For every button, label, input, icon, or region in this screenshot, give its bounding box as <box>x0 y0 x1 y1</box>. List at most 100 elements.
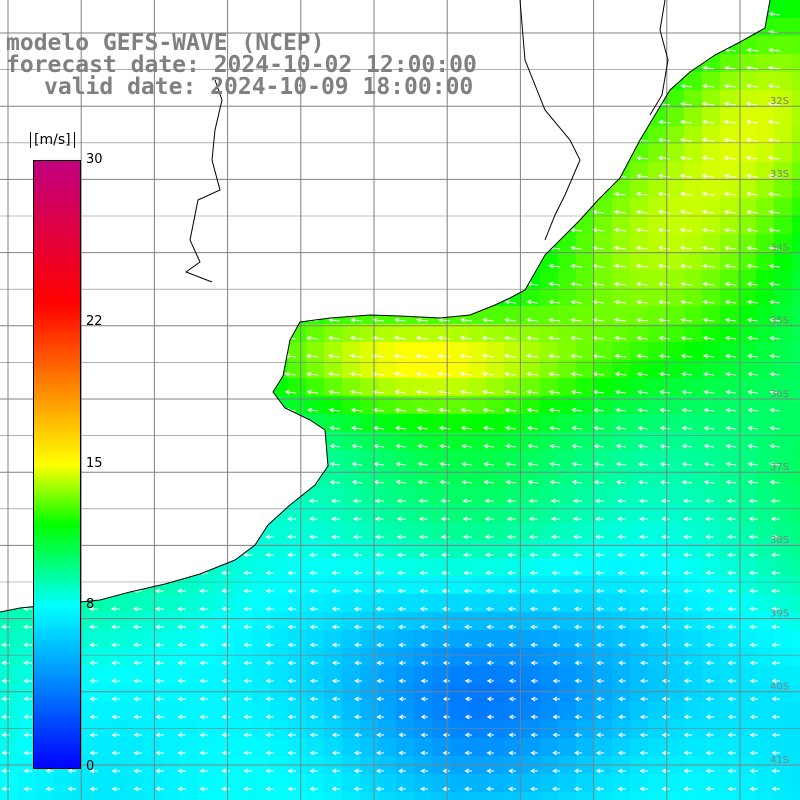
wind-arrow <box>486 768 495 774</box>
wind-cell <box>144 774 163 793</box>
wind-arrow <box>705 606 715 612</box>
wind-arrow <box>309 678 319 684</box>
wind-cell <box>720 432 739 451</box>
wind-arrow <box>394 425 407 431</box>
wind-cell <box>522 540 541 559</box>
wind-cell <box>576 720 595 739</box>
wind-cell <box>306 648 325 667</box>
wind-cell <box>486 486 505 505</box>
wind-arrow <box>680 353 693 359</box>
wind-cell <box>594 720 613 739</box>
wind-cell <box>342 522 361 541</box>
wind-arrow <box>483 461 495 467</box>
wind-arrow <box>749 696 759 702</box>
wind-arrow <box>618 696 627 702</box>
wind-cell <box>342 576 361 595</box>
wind-cell <box>738 162 757 181</box>
wind-cell <box>666 90 685 109</box>
wind-arrow <box>111 786 121 792</box>
wind-cell <box>468 558 487 577</box>
wind-cell <box>252 612 271 631</box>
wind-arrow <box>703 407 715 413</box>
wind-arrow <box>306 407 319 413</box>
wind-cell <box>774 450 793 469</box>
wind-arrow <box>459 353 473 359</box>
wind-cell <box>594 612 613 631</box>
wind-cell <box>738 288 757 307</box>
wind-cell <box>396 648 415 667</box>
wind-arrow <box>530 696 539 702</box>
wind-arrow <box>89 696 99 702</box>
wind-cell <box>756 648 775 667</box>
wind-arrow <box>177 696 187 702</box>
wind-cell <box>360 432 379 451</box>
wind-arrow <box>376 678 385 684</box>
wind-arrow <box>398 660 407 666</box>
wind-cell <box>342 702 361 721</box>
wind-cell <box>612 216 631 235</box>
wind-arrow <box>89 642 99 648</box>
wind-arrow <box>659 425 671 431</box>
wind-arrow <box>1 786 11 792</box>
wind-cell <box>468 720 487 739</box>
wind-cell <box>630 252 649 271</box>
wind-arrow <box>527 479 539 485</box>
wind-arrow <box>702 281 715 287</box>
wind-cell <box>162 630 181 649</box>
wind-cell <box>324 612 343 631</box>
wind-cell <box>792 450 800 469</box>
wind-cell <box>234 648 253 667</box>
wind-cell <box>288 666 307 685</box>
wind-arrow <box>573 552 583 558</box>
wind-arrow <box>727 750 737 756</box>
wind-cell <box>360 666 379 685</box>
wind-arrow <box>331 642 341 648</box>
wind-cell <box>180 576 199 595</box>
wind-cell <box>720 450 739 469</box>
wind-cell <box>324 720 343 739</box>
wind-arrow <box>681 443 693 449</box>
wind-arrow <box>486 624 495 630</box>
wind-cell <box>378 594 397 613</box>
wind-cell <box>90 612 109 631</box>
wind-cell <box>504 720 523 739</box>
wind-cell <box>666 702 685 721</box>
wind-cell <box>450 666 469 685</box>
wind-arrow <box>573 534 583 540</box>
wind-cell <box>414 486 433 505</box>
wind-cell <box>576 684 595 703</box>
wind-arrow <box>221 606 231 612</box>
wind-arrow <box>416 317 429 323</box>
wind-arrow <box>726 552 737 558</box>
wind-arrow <box>745 173 759 179</box>
wind-arrow <box>438 425 451 431</box>
wind-cell <box>360 648 379 667</box>
wind-cell <box>720 234 739 253</box>
wind-arrow <box>23 786 33 792</box>
colorbar-tick-label: 8 <box>86 597 95 613</box>
wind-arrow <box>771 642 781 648</box>
wind-cell <box>468 450 487 469</box>
wind-cell <box>558 450 577 469</box>
wind-cell <box>432 702 451 721</box>
wind-arrow <box>705 624 715 630</box>
wind-cell <box>306 504 325 523</box>
wind-arrow <box>570 389 583 395</box>
wind-cell <box>630 378 649 397</box>
wind-cell <box>144 648 163 667</box>
wind-arrow <box>552 678 561 684</box>
wind-cell <box>774 594 793 613</box>
wind-arrow <box>331 750 341 756</box>
wind-arrow <box>243 624 253 630</box>
wind-cell <box>702 342 721 361</box>
wind-arrow <box>704 498 715 504</box>
wind-arrow <box>745 155 759 161</box>
wind-cell <box>666 288 685 307</box>
wind-arrow <box>354 642 363 648</box>
wind-cell <box>450 414 469 433</box>
wind-arrow <box>725 389 737 395</box>
wind-arrow <box>287 570 297 576</box>
wind-arrow <box>133 624 143 630</box>
